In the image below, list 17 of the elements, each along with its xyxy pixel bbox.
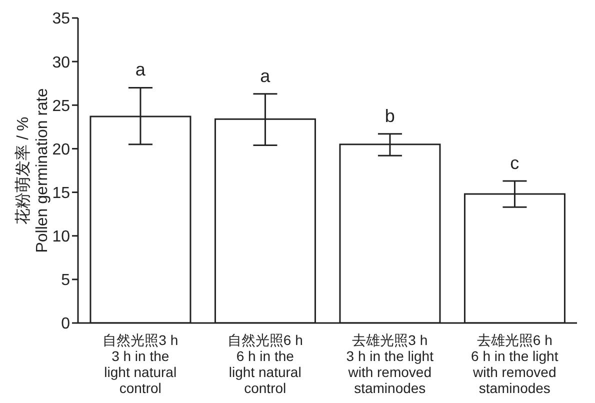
x-tick-label: 去雄光照3 h 3 h in the light with removed staminodes xyxy=(346,332,434,396)
annotation: b xyxy=(384,106,395,126)
annotation: a xyxy=(135,60,146,80)
y-axis-title: 花粉萌发率 / % Pollen germination rate xyxy=(14,88,51,253)
y-tick-label: 0 xyxy=(61,316,70,333)
y-tick-label: 15 xyxy=(52,184,70,202)
y-tick-label: 20 xyxy=(52,141,70,158)
y-tick-label: 30 xyxy=(52,54,70,72)
y-tick-label: 25 xyxy=(52,98,70,115)
x-tick-label: 自然光照6 h 6 h in the light natural control xyxy=(227,332,303,396)
annotation: c xyxy=(510,152,520,173)
annotation: a xyxy=(260,66,272,86)
y-tick-label: 10 xyxy=(52,228,70,246)
x-tick-label: 去雄光照6 h 6 h in the light with removed staminodes xyxy=(471,332,558,396)
x-tick-label: 自然光照3 h 3 h in the light natural control xyxy=(102,332,178,396)
y-tick-label: 5 xyxy=(61,272,70,290)
y-tick-label: 35 xyxy=(52,10,70,28)
